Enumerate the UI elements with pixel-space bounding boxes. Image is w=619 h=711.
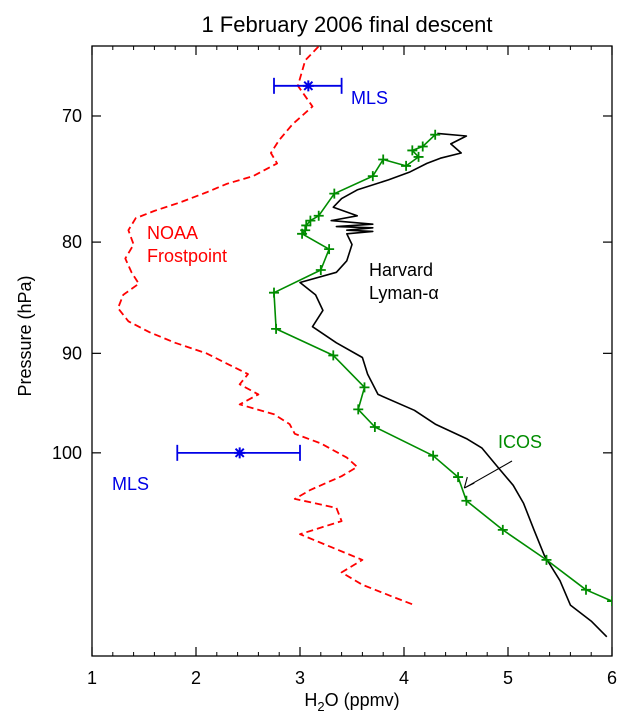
harvard-label-line2: Lyman-α <box>369 283 439 303</box>
icos-point <box>297 228 308 239</box>
x-tick-label: 6 <box>607 668 617 688</box>
x-axis-label-subscript: 2 <box>317 699 324 711</box>
y-tick-label: 70 <box>62 106 82 126</box>
x-axis-label-main: H <box>304 690 317 710</box>
mls-point <box>234 447 246 459</box>
icos-point <box>497 524 508 535</box>
icos-label: ICOS <box>498 432 542 452</box>
icos-point <box>353 404 364 415</box>
icos-point <box>324 244 335 255</box>
noaa-frostpoint-line <box>117 46 415 606</box>
noaa-label-line2: Frostpoint <box>147 246 227 266</box>
harvard-lyman-alpha-line <box>299 132 608 638</box>
icos-point <box>413 151 424 162</box>
icos-point <box>428 450 439 461</box>
x-tick-label: 5 <box>503 668 513 688</box>
x-tick-label: 1 <box>87 668 97 688</box>
icos-point <box>313 210 324 221</box>
icos-pointer-arrowhead <box>463 476 475 489</box>
chart-title: 1 February 2006 final descent <box>201 12 492 37</box>
icos-point <box>581 584 591 595</box>
icos-point <box>329 188 340 199</box>
plot-frame <box>91 45 613 657</box>
mls-point <box>302 80 314 92</box>
icos-point <box>607 596 612 607</box>
x-tick-label: 3 <box>295 668 305 688</box>
icos-point <box>367 171 378 182</box>
icos-point <box>407 145 418 156</box>
x-tick-label: 4 <box>399 668 409 688</box>
icos-point <box>271 323 282 334</box>
icos-point <box>541 554 552 565</box>
icos-point <box>461 495 472 506</box>
mls-lower-label: MLS <box>112 474 149 494</box>
icos-line <box>273 134 612 602</box>
icos-point <box>417 141 428 152</box>
icos-point <box>301 220 312 231</box>
y-tick-label: 90 <box>62 343 82 363</box>
x-axis-label: H2O (ppmv) <box>304 690 399 711</box>
icos-point <box>401 160 412 171</box>
icos-point <box>315 265 326 276</box>
icos-point <box>269 287 279 298</box>
icos-point <box>328 350 339 361</box>
plot-clip-group <box>117 46 612 638</box>
icos-point <box>359 382 370 393</box>
icos-point <box>430 129 441 140</box>
noaa-label-line1: NOAA <box>147 223 198 243</box>
y-axis-label: Pressure (hPa) <box>15 275 35 396</box>
plot-area <box>117 46 612 638</box>
annotations: NOAA Frostpoint Harvard Lyman-α ICOS MLS MLS <box>112 88 542 494</box>
icos-point <box>453 472 464 483</box>
icos-point <box>378 154 389 165</box>
y-tick-label: 80 <box>62 232 82 252</box>
icos-point <box>369 421 380 432</box>
mls-upper-label: MLS <box>351 88 388 108</box>
harvard-label-line1: Harvard <box>369 260 433 280</box>
y-tick-label: 100 <box>52 443 82 463</box>
x-axis-label-rest: O (ppmv) <box>325 690 400 710</box>
x-tick-label: 2 <box>191 668 201 688</box>
